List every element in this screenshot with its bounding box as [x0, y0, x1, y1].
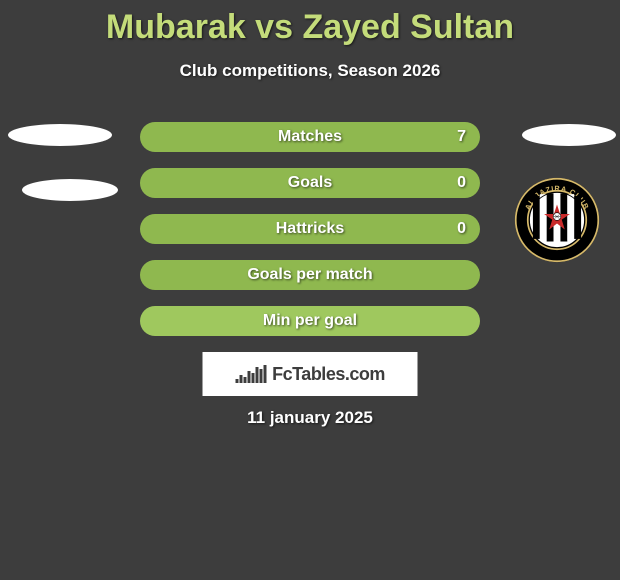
stat-bar-hattricks: Hattricks 0: [140, 214, 480, 244]
source-label: FcTables.com: [272, 364, 385, 385]
page-title: Mubarak vs Zayed Sultan: [0, 0, 620, 47]
stat-label: Matches: [278, 128, 342, 146]
page-subtitle: Club competitions, Season 2026: [0, 61, 620, 81]
stat-bar-matches: Matches 7: [140, 122, 480, 152]
club-badge-icon: AL JAZIRA CLUB ABU DHABI · UAE: [514, 177, 600, 263]
player-right-placeholder-top: [522, 124, 616, 146]
stat-bar-min-per-goal: Min per goal: [140, 306, 480, 336]
chart-icon: [235, 365, 266, 383]
source-badge: FcTables.com: [203, 352, 418, 396]
stat-bar-goals-per-match: Goals per match: [140, 260, 480, 290]
stat-value: 7: [457, 128, 466, 146]
stat-label: Goals per match: [247, 266, 372, 284]
player-left-placeholder-top: [8, 124, 112, 146]
date-label: 11 january 2025: [247, 408, 373, 428]
stat-label: Min per goal: [263, 312, 357, 330]
stat-value: 0: [457, 174, 466, 192]
stat-label: Hattricks: [276, 220, 344, 238]
stat-bars: Matches 7 Goals 0 Hattricks 0 Goals per …: [140, 122, 480, 352]
stat-bar-goals: Goals 0: [140, 168, 480, 198]
stat-value: 0: [457, 220, 466, 238]
player-left-placeholder-bottom: [22, 179, 118, 201]
stat-label: Goals: [288, 174, 332, 192]
